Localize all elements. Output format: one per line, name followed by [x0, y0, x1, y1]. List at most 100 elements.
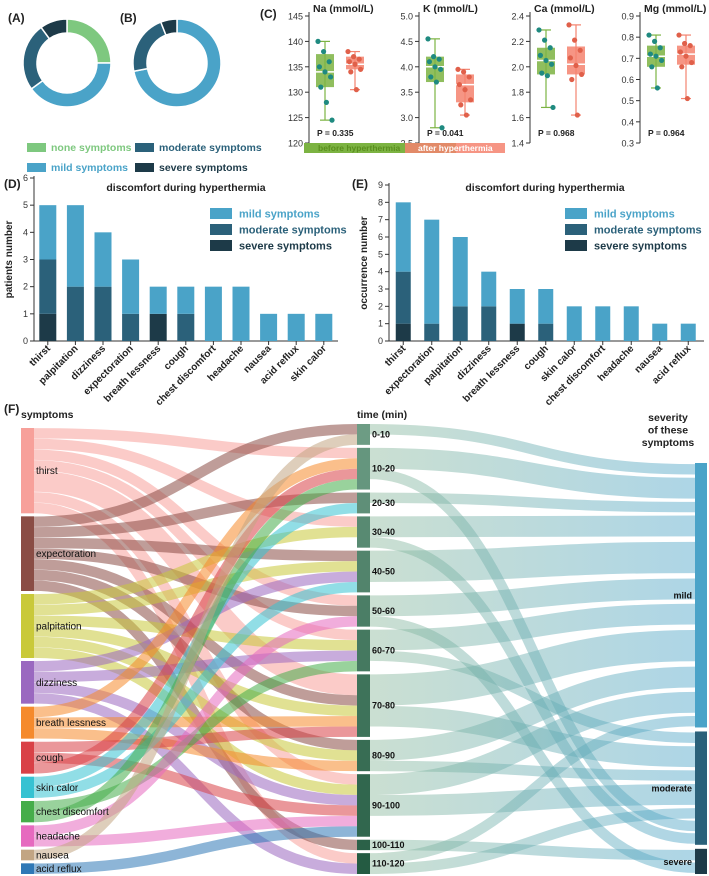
- boxplot-point-before: [536, 27, 542, 33]
- sankey-node-label-acid-reflux: acid reflux: [36, 864, 82, 875]
- boxplot-point-before: [425, 36, 431, 42]
- sankey-node-severity-mild: [695, 463, 707, 728]
- legend-label-severe-symptoms: severe symptoms: [239, 241, 332, 253]
- sankey-node-time-100-110: [357, 839, 370, 851]
- boxplot-point-before: [433, 79, 439, 85]
- sankey-node-label-time-80-90: 80-90: [372, 751, 395, 761]
- sankey-link-30-40-to-moderate: [369, 537, 696, 844]
- boxplot-point-after: [461, 69, 467, 75]
- legend-swatch-mild-symptoms: [210, 208, 232, 219]
- bar-segment-mild-skin-calor: [315, 313, 333, 341]
- bar-segment-moderate-palpitation: [66, 286, 84, 341]
- legend-label-severe-symptoms: severe symptoms: [159, 162, 248, 174]
- sankey-node-thirst: [21, 428, 34, 514]
- bar-segment-mild-breath-lessness: [509, 289, 525, 324]
- panel-label-a: (A): [8, 11, 25, 25]
- boxplot-y-tick-label: 130: [288, 88, 303, 98]
- sankey-node-label-time-100-110: 100-110: [372, 840, 405, 850]
- panel-label-c: (C): [260, 7, 277, 21]
- sankey-node-label-thirst: thirst: [36, 466, 58, 477]
- boxplot-point-after: [569, 76, 575, 83]
- sankey-node-label-time-90-100: 90-100: [372, 800, 400, 810]
- boxplot-point-before: [428, 74, 434, 80]
- sankey-node-time-50-60: [357, 595, 370, 627]
- bar-segment-mild-thirst: [39, 205, 57, 260]
- bar-segment-mild-cough: [177, 286, 195, 314]
- boxplot-y-tick-label: 3.5: [400, 88, 413, 98]
- bar-segment-mild-chest-discomfort: [204, 286, 222, 341]
- sankey-mid-title: time (min): [357, 409, 407, 421]
- sankey-link-50-60-to-severe: [369, 616, 696, 873]
- sankey-link-palpitation-to-30-40: [33, 526, 358, 605]
- sankey-link-breath-lessness-to-80-90: [33, 728, 358, 772]
- bar-segment-severe-thirst: [395, 323, 411, 341]
- boxplot-p-value: P = 0.335: [317, 128, 354, 138]
- boxplot-y-tick-label: 135: [288, 62, 303, 72]
- sankey-link-110-120-to-mild: [369, 715, 696, 864]
- sankey-node-dizziness: [21, 661, 34, 704]
- sankey-node-label-time-0-10: 0-10: [372, 429, 390, 439]
- sankey-link-40-50-to-mild: [369, 541, 696, 582]
- boxplot-title-k-mmol-l: K (mmol/L): [423, 3, 478, 15]
- boxplot-y-tick-label: 2.2: [511, 37, 524, 47]
- boxplot-point-before: [659, 57, 665, 64]
- sankey-node-label-breath-lessness: breath lessness: [36, 718, 106, 729]
- legend-label-mild-symptoms: mild symptoms: [239, 209, 320, 221]
- bar-y-tick-label: 5: [23, 200, 28, 210]
- sankey-node-label-skin-calor: skin calor: [36, 783, 79, 794]
- sankey-node-time-40-50: [357, 550, 370, 593]
- boxplot-point-after: [358, 66, 364, 72]
- panel-label-b: (B): [120, 11, 137, 25]
- boxplot-point-after: [683, 53, 689, 59]
- bar-chart-title: discomfort during hyperthermia: [106, 182, 265, 194]
- sankey-link-breath-lessness-to-10-20: [33, 458, 358, 718]
- panel-label-d: (D): [4, 177, 21, 191]
- boxplot-point-before: [438, 66, 444, 72]
- sankey-node-label-expectoration: expectoration: [36, 549, 96, 560]
- sankey-link-expectoration-to-40-50: [33, 537, 358, 562]
- sankey-link-20-30-to-mild: [369, 492, 696, 513]
- sankey-link-10-20-to-mild: [369, 447, 696, 499]
- sankey-node-time-80-90: [357, 739, 370, 772]
- bar-segment-mild-dizziness: [481, 271, 497, 307]
- boxplot-point-after: [458, 102, 464, 108]
- bar-y-axis-label: occurrence number: [359, 216, 370, 309]
- sankey-node-headache: [21, 825, 34, 847]
- sankey-node-label-palpitation: palpitation: [36, 622, 82, 633]
- boxplot-point-after: [682, 40, 688, 47]
- boxplot-point-after: [468, 97, 474, 103]
- boxplot-point-before: [537, 52, 544, 58]
- bar-segment-mild-expectoration: [122, 259, 140, 314]
- sankey-link-cough-to-90-100: [33, 752, 358, 816]
- bar-segment-mild-headache: [623, 306, 639, 341]
- bar-segment-moderate-expectoration: [424, 323, 440, 341]
- bar-segment-mild-nausea: [260, 313, 278, 341]
- boxplot-point-before: [649, 64, 655, 70]
- bar-segment-severe-breath-lessness: [149, 313, 167, 341]
- bar-x-label-thirst: thirst: [27, 343, 53, 369]
- boxplot-point-before: [539, 70, 545, 76]
- sankey-node-acid-reflux: [21, 863, 34, 874]
- boxplot-box-after: [567, 46, 585, 75]
- boxplot-point-after: [466, 74, 472, 80]
- donut-slice-mild-symptoms: [132, 18, 222, 108]
- panel-ab-legend: none symptoms moderate symptoms mild sympt…: [27, 142, 262, 174]
- sankey-node-label-dizziness: dizziness: [36, 678, 77, 689]
- boxplot-y-tick-label: 125: [288, 113, 303, 123]
- sankey-node-palpitation: [21, 594, 34, 658]
- boxplot-point-before: [549, 61, 555, 67]
- boxplot-point-after: [348, 69, 354, 75]
- sankey-node-label-severity-moderate: moderate: [651, 784, 692, 794]
- sankey-node-time-110-120: [357, 853, 370, 874]
- legend-label-mild-symptoms: mild symptoms: [594, 209, 675, 221]
- sankey-link-30-40-to-mild: [369, 515, 696, 538]
- legend-label-moderate-symptoms: moderate symptoms: [239, 225, 347, 237]
- sankey-link-90-100-to-moderate: [369, 784, 696, 816]
- boxplot-y-tick-label: 1.4: [511, 139, 524, 149]
- boxplot-p-value: P = 0.041: [427, 128, 464, 138]
- bar-segment-mild-cough: [538, 289, 554, 324]
- boxplot-point-before: [328, 74, 334, 80]
- sankey-link-50-60-to-mild: [369, 578, 696, 617]
- boxplot-point-before: [439, 125, 445, 131]
- boxplot-point-before: [318, 84, 324, 90]
